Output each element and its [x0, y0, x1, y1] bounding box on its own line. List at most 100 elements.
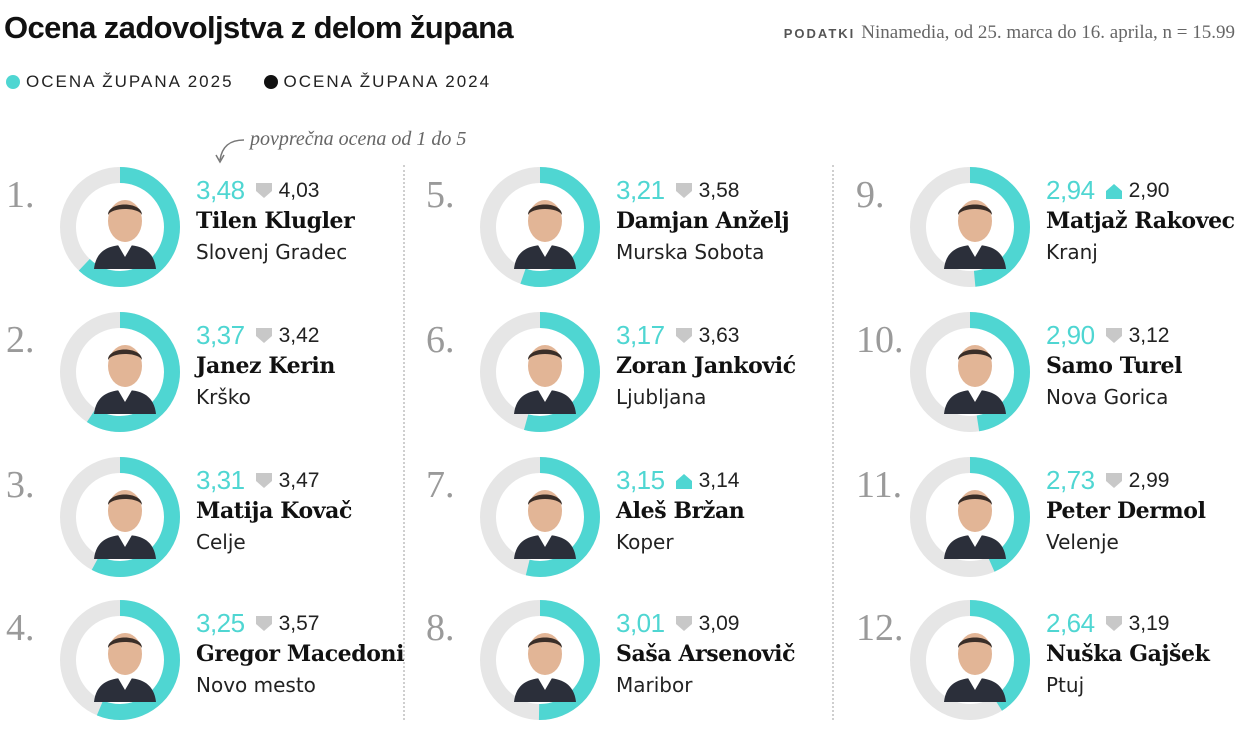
score-arc: [480, 457, 600, 577]
score-arc: [60, 457, 180, 577]
trend-down-icon: [255, 182, 272, 198]
score-arc: [910, 457, 1030, 577]
score-arc: [480, 312, 600, 432]
column-divider: [403, 165, 405, 720]
scores-line: 2,73 2,99: [1046, 465, 1169, 496]
legend-item-2024: OCENA ŽUPANA 2024: [263, 72, 492, 92]
trend-down-icon: [1105, 472, 1122, 488]
score-ring: [480, 167, 600, 287]
mayor-photo-icon: [944, 200, 1006, 269]
trend-down-icon: [255, 327, 272, 343]
score-2024: 4,03: [278, 178, 320, 202]
mayor-photo-icon: [94, 200, 156, 269]
scores-line: 3,15 3,14: [616, 465, 739, 496]
scores-line: 2,64 3,19: [1046, 608, 1169, 639]
chart-title: Ocena zadovoljstva z delom župana: [4, 10, 514, 45]
score-arc: [480, 167, 600, 287]
city-name: Celje: [196, 530, 246, 554]
mayor-card: 12. 2,64 3,19 Nuška Gajšek Ptuj: [856, 598, 1241, 733]
city-name: Koper: [616, 530, 674, 554]
score-ring: [910, 600, 1030, 720]
city-name: Kranj: [1046, 240, 1098, 264]
mayor-card: 11. 2,73 2,99 Peter Dermol Velenje: [856, 455, 1241, 590]
score-2025: 3,48: [196, 175, 245, 205]
city-name: Ljubljana: [616, 385, 707, 409]
trend-down-icon: [255, 615, 272, 631]
rank-number: 3.: [6, 464, 35, 506]
score-arc: [480, 600, 600, 720]
mayor-card: 10. 2,90 3,12 Samo Turel Nova Gorica: [856, 310, 1241, 445]
score-ring: [60, 312, 180, 432]
score-ring: [910, 167, 1030, 287]
scores-line: 2,90 3,12: [1046, 320, 1169, 351]
rank-number: 1.: [6, 174, 35, 216]
mayor-name: Saša Arsenovič: [616, 641, 796, 667]
mayor-card: 4. 3,25 3,57 Gregor Macedoni Novo mesto: [6, 598, 406, 733]
column-divider: [832, 165, 834, 720]
score-arc: [60, 600, 180, 720]
rank-number: 2.: [6, 319, 35, 361]
mayor-photo-icon: [944, 490, 1006, 559]
score-ring: [60, 457, 180, 577]
city-name: Murska Sobota: [616, 240, 765, 264]
mayor-name: Peter Dermol: [1046, 498, 1206, 524]
trend-down-icon: [675, 615, 692, 631]
mayor-photo-icon: [94, 490, 156, 559]
city-name: Krško: [196, 385, 251, 409]
score-2024: 3,42: [278, 323, 320, 347]
rank-number: 10.: [856, 319, 904, 361]
score-arc: [910, 167, 1030, 287]
mayor-card: 1. 3,48 4,03 Tilen Klugler Slovenj Gradec: [6, 165, 406, 300]
city-name: Slovenj Gradec: [196, 240, 348, 264]
rank-number: 7.: [426, 464, 455, 506]
mayor-card: 5. 3,21 3,58 Damjan Anželj Murska Sobota: [426, 165, 826, 300]
score-arc: [910, 312, 1030, 432]
mayor-name: Aleš Bržan: [616, 498, 745, 524]
scores-line: 3,17 3,63: [616, 320, 739, 351]
source-line: PODATKI Ninamedia, od 25. marca do 16. ap…: [784, 22, 1235, 44]
trend-down-icon: [1105, 615, 1122, 631]
mayor-photo-icon: [94, 345, 156, 414]
score-2024: 3,14: [698, 468, 740, 492]
score-2024: 3,57: [278, 611, 320, 635]
rank-number: 9.: [856, 174, 885, 216]
score-2025: 2,73: [1046, 465, 1095, 495]
score-2025: 2,90: [1046, 320, 1095, 350]
score-2025: 3,21: [616, 175, 665, 205]
mayor-name: Nuška Gajšek: [1046, 641, 1210, 667]
source-text: Ninamedia, od 25. marca do 16. aprila, n…: [861, 22, 1235, 43]
score-2025: 3,37: [196, 320, 245, 350]
rank-number: 8.: [426, 607, 455, 649]
mayor-card: 2. 3,37 3,42 Janez Kerin Krško: [6, 310, 406, 445]
score-2024: 3,47: [278, 468, 320, 492]
mayor-name: Janez Kerin: [196, 353, 335, 379]
score-ring: [480, 312, 600, 432]
score-2024: 2,90: [1128, 178, 1170, 202]
trend-down-icon: [255, 472, 272, 488]
mayor-photo-icon: [944, 633, 1006, 702]
city-name: Velenje: [1046, 530, 1119, 554]
score-ring: [60, 167, 180, 287]
mayor-name: Gregor Macedoni: [196, 641, 405, 667]
mayor-card: 3. 3,31 3,47 Matija Kovač Celje: [6, 455, 406, 590]
rank-number: 6.: [426, 319, 455, 361]
mayor-card: 7. 3,15 3,14 Aleš Bržan Koper: [426, 455, 826, 590]
mayor-photo-icon: [94, 633, 156, 702]
score-2025: 2,64: [1046, 608, 1095, 638]
mayor-name: Matjaž Rakovec: [1046, 208, 1235, 234]
trend-down-icon: [675, 327, 692, 343]
mayor-name: Zoran Janković: [616, 353, 796, 379]
score-2024: 3,19: [1128, 611, 1170, 635]
source-label: PODATKI: [783, 26, 856, 41]
score-ring: [910, 312, 1030, 432]
city-name: Nova Gorica: [1046, 385, 1169, 409]
mayor-card: 9. 2,94 2,90 Matjaž Rakovec Kranj: [856, 165, 1241, 300]
legend-label-2025: OCENA ŽUPANA 2025: [26, 72, 234, 91]
mayor-name: Tilen Klugler: [196, 208, 355, 234]
score-arc: [60, 167, 180, 287]
city-name: Ptuj: [1046, 673, 1085, 697]
score-2024: 2,99: [1128, 468, 1170, 492]
mayor-photo-icon: [944, 345, 1006, 414]
rank-number: 12.: [856, 607, 904, 649]
legend-label-2024: OCENA ŽUPANA 2024: [283, 72, 492, 91]
